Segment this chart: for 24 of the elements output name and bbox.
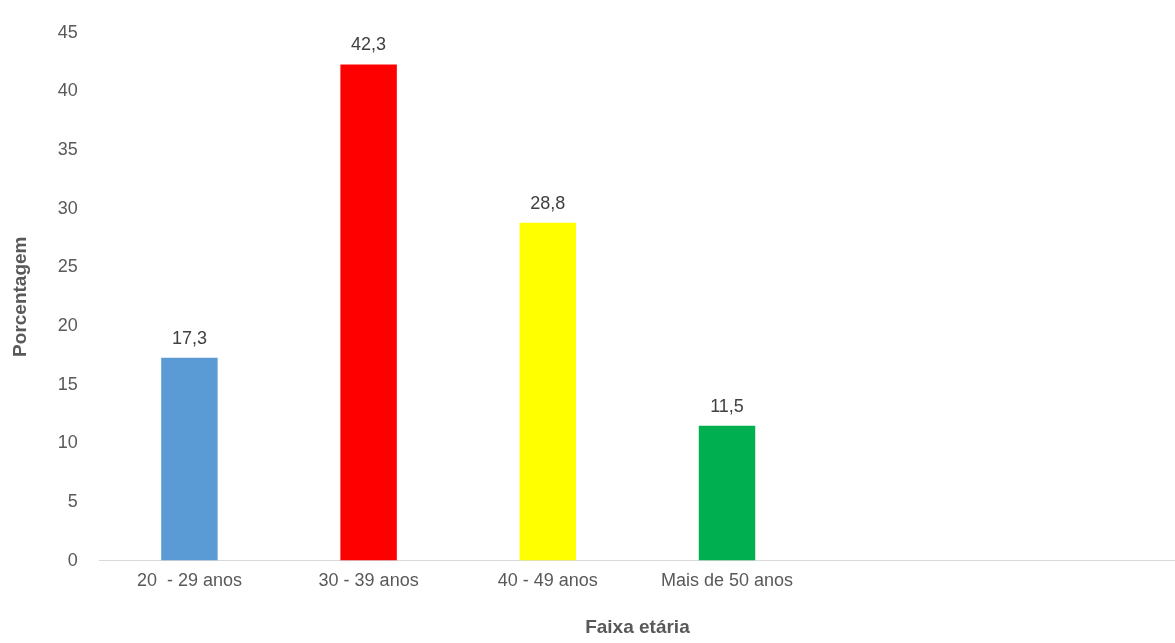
bar xyxy=(340,64,397,561)
x-tick-label: Mais de 50 anos xyxy=(660,570,794,591)
bar xyxy=(161,357,218,561)
y-tick-label: 5 xyxy=(67,490,78,511)
data-label: 42,3 xyxy=(351,34,387,55)
y-tick-label: 25 xyxy=(57,256,78,277)
bar xyxy=(519,222,577,561)
data-label: 28,8 xyxy=(530,192,566,213)
y-tick-label: 20 xyxy=(57,314,78,335)
bar xyxy=(698,425,756,561)
y-tick-label: 15 xyxy=(57,373,78,394)
y-tick-label: 30 xyxy=(57,197,78,218)
data-label: 17,3 xyxy=(171,327,207,348)
y-tick-label: 10 xyxy=(57,432,78,453)
y-tick-label: 45 xyxy=(57,21,78,42)
y-tick-label: 40 xyxy=(57,80,78,101)
x-tick-label: 30 - 39 anos xyxy=(318,570,419,591)
data-label: 11,5 xyxy=(710,395,744,416)
x-tick-label: 20 - 29 anos xyxy=(136,570,242,591)
x-axis-title: Faixa etária xyxy=(585,615,691,637)
y-tick-label: 35 xyxy=(57,139,78,160)
x-tick-label: 40 - 49 anos xyxy=(497,570,598,591)
y-tick-label: 0 xyxy=(67,549,78,570)
y-axis-title: Porcentagem xyxy=(8,236,30,357)
